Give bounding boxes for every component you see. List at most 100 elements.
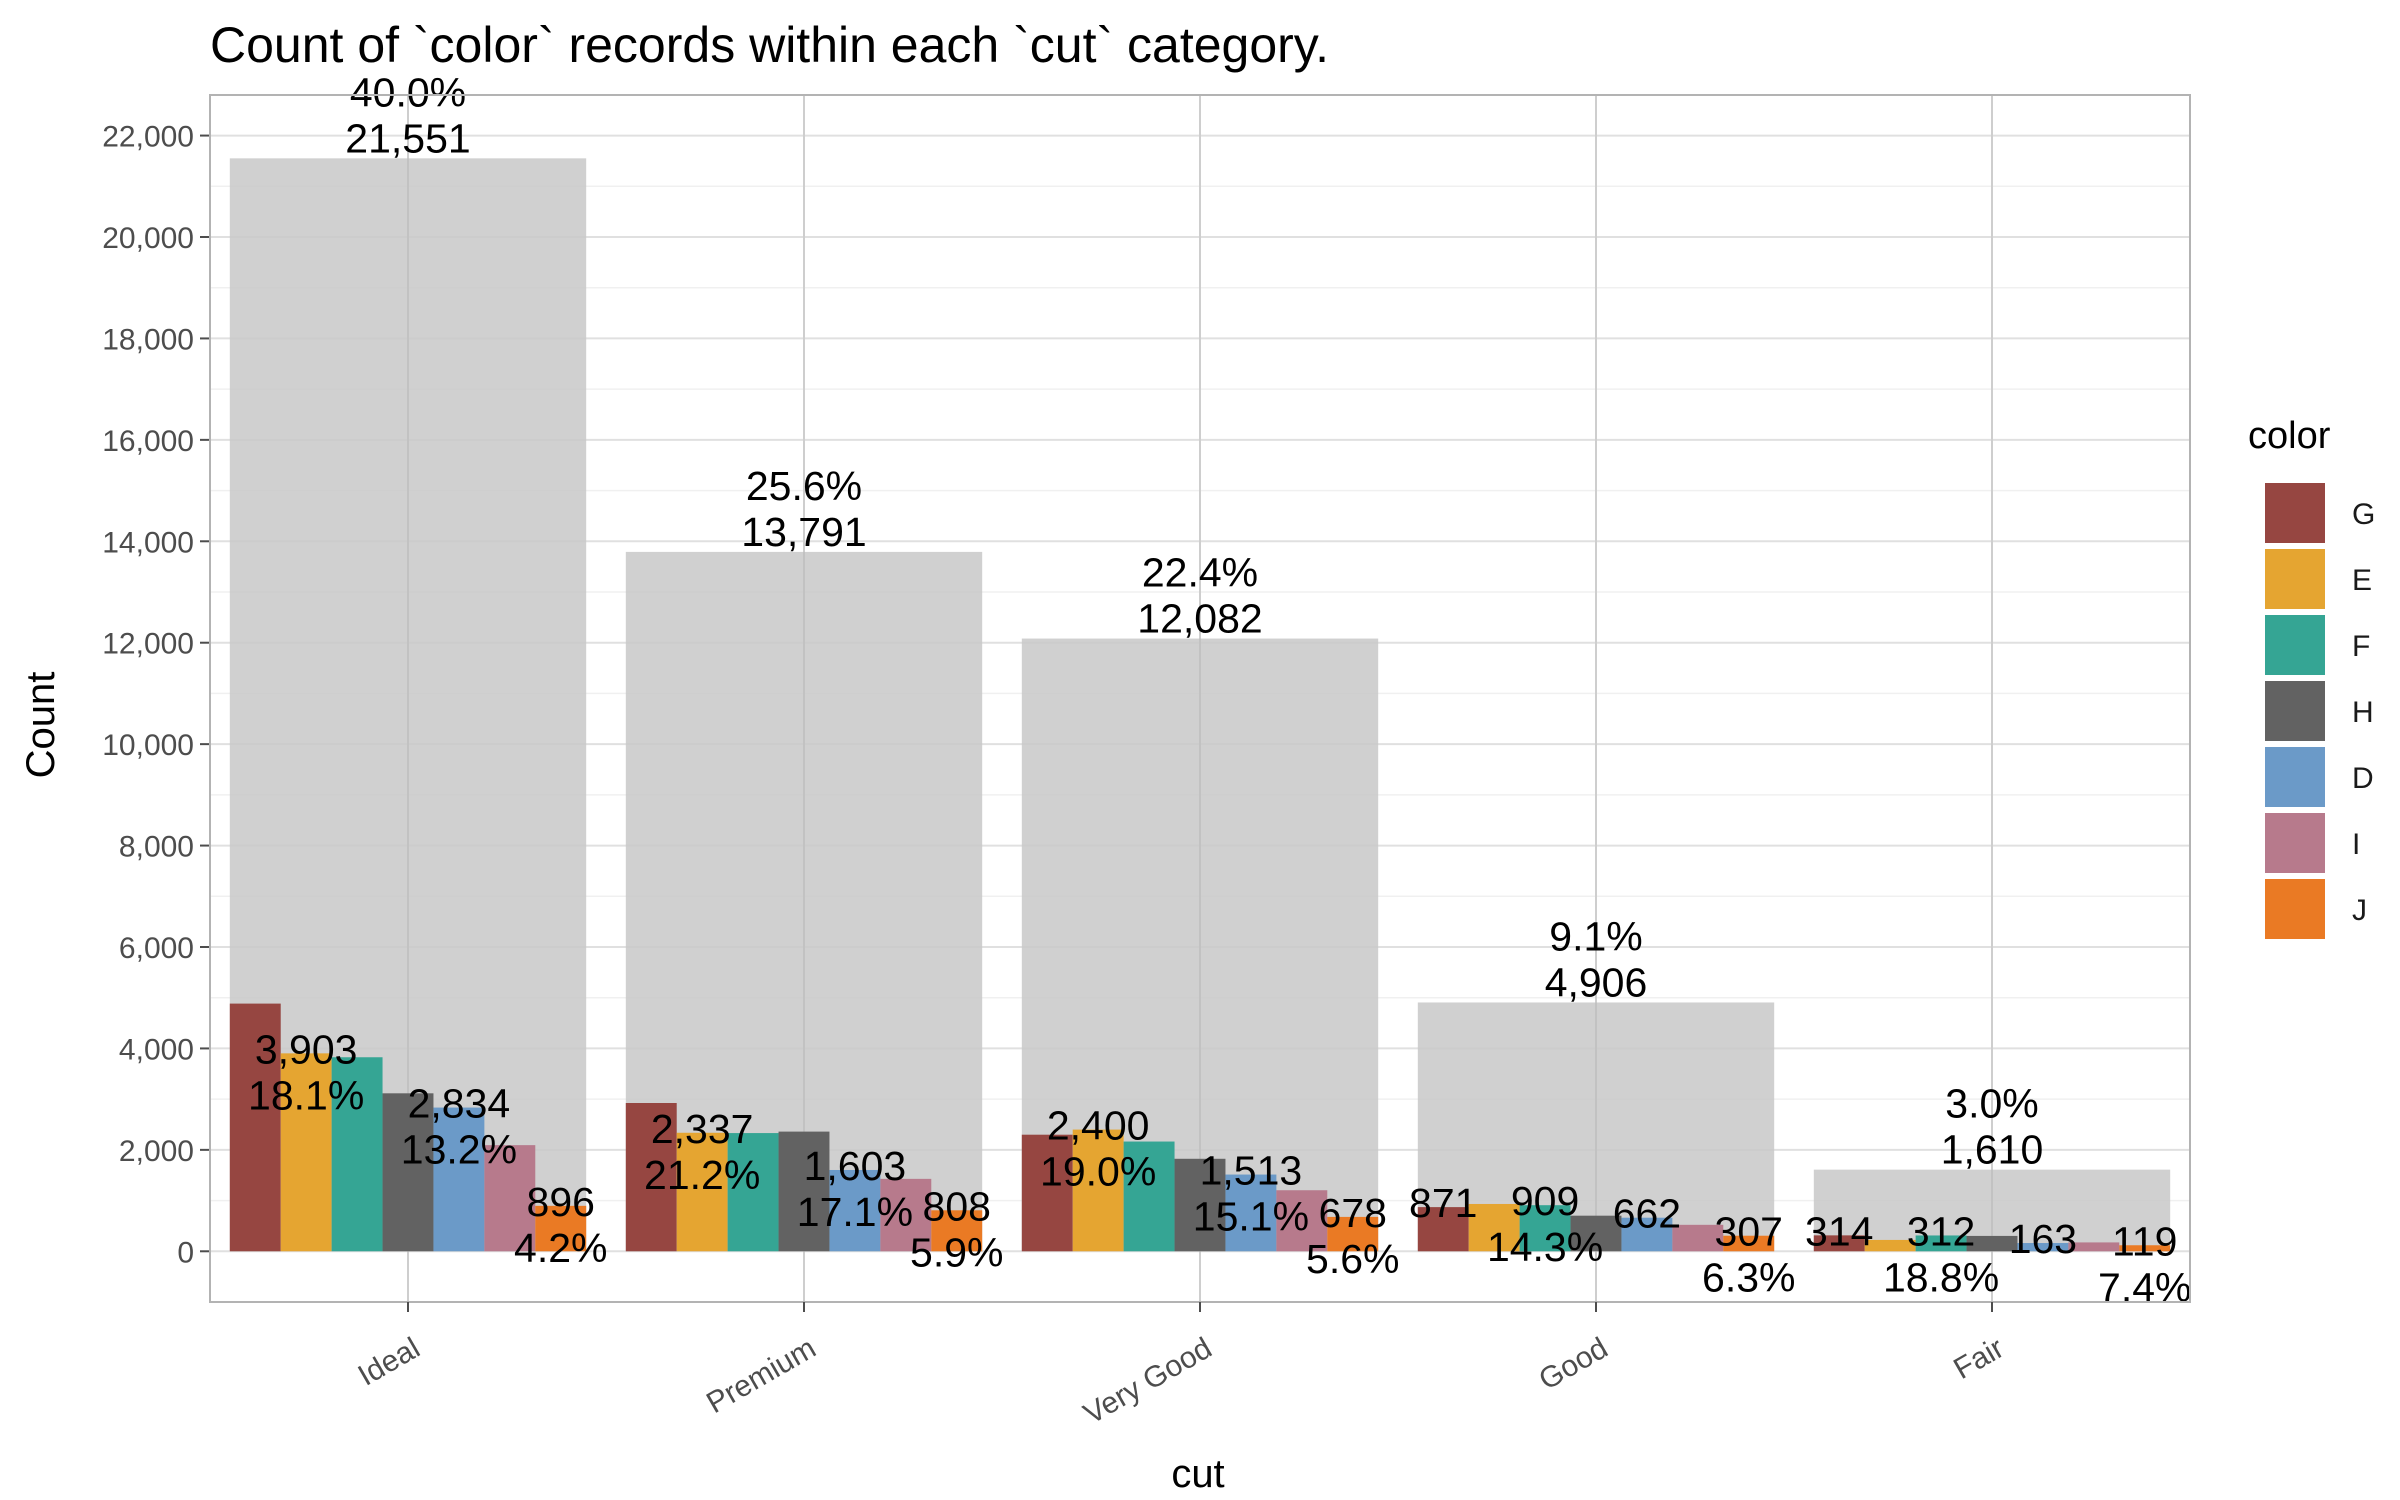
bar-H [1570, 1215, 1622, 1252]
count-label: 909 [1511, 1178, 1579, 1224]
count-label: 119 [2112, 1218, 2177, 1264]
count-label: 3,903 [255, 1026, 358, 1072]
count-label: 307 [1715, 1209, 1783, 1255]
y-tick-label: 14,000 [102, 526, 194, 559]
percent-label: 13.2% [401, 1127, 517, 1173]
bar-E [1468, 1203, 1520, 1252]
percent-label: 7.4% [2098, 1264, 2191, 1310]
x-tick-label: Ideal [353, 1331, 426, 1392]
count-label: 1,603 [804, 1143, 907, 1189]
percent-label: 18.8% [1883, 1254, 1999, 1300]
bar-I [1672, 1224, 1724, 1252]
bar-I [1276, 1190, 1328, 1252]
bar-F [1915, 1235, 1967, 1252]
total-count-label: 12,082 [1137, 596, 1262, 642]
percent-label: 15.1% [1193, 1194, 1309, 1240]
y-tick-label: 16,000 [102, 425, 194, 458]
bar-F [1519, 1205, 1571, 1252]
x-tick-label: Good [1533, 1331, 1613, 1396]
percent-label: 17.1% [797, 1189, 913, 1235]
percent-label: 5.6% [1306, 1236, 1399, 1282]
bar-G [625, 1102, 677, 1252]
percent-label: 14.3% [1487, 1224, 1603, 1270]
y-tick-label: 2,000 [119, 1135, 194, 1168]
count-label: 312 [1907, 1208, 1975, 1254]
total-percent-label: 9.1% [1549, 913, 1642, 959]
count-label: 314 [1805, 1208, 1873, 1254]
legend-label-E: E [2352, 564, 2372, 597]
legend-label-F: F [2352, 630, 2370, 663]
count-label: 1,513 [1200, 1148, 1303, 1194]
y-tick-label: 20,000 [102, 222, 194, 255]
total-percent-label: 22.4% [1142, 550, 1258, 596]
chart-title: Count of `color` records within each `cu… [210, 17, 1329, 73]
bar-E [1864, 1239, 1916, 1252]
bar-F [1123, 1141, 1175, 1252]
bar-D [1621, 1217, 1673, 1252]
total-count-label: 21,551 [345, 115, 470, 161]
count-label: 896 [527, 1179, 595, 1225]
bar-H [382, 1093, 434, 1252]
total-count-label: 13,791 [741, 509, 866, 555]
x-tick-label: Premium [701, 1331, 821, 1420]
percent-label: 21.2% [644, 1152, 760, 1198]
bar-F [727, 1133, 779, 1252]
legend-swatch-H [2265, 681, 2325, 741]
x-tick-label: Very Good [1078, 1331, 1217, 1430]
bar-G [1813, 1235, 1865, 1252]
total-percent-label: 3.0% [1945, 1081, 2038, 1127]
count-label: 808 [923, 1183, 991, 1229]
legend-swatch-I [2265, 813, 2325, 873]
x-axis-title: cut [1171, 1452, 1224, 1496]
legend-label-D: D [2352, 762, 2374, 795]
count-label: 163 [2009, 1216, 2077, 1262]
total-count-label: 4,906 [1545, 959, 1648, 1005]
bar-H [1966, 1235, 2018, 1252]
y-tick-label: 22,000 [102, 121, 194, 154]
bar-H [778, 1131, 830, 1252]
bar-G [1021, 1134, 1073, 1252]
bar-I [484, 1145, 536, 1252]
y-tick-label: 8,000 [119, 831, 194, 864]
y-tick-label: 18,000 [102, 323, 194, 356]
legend-swatch-F [2265, 615, 2325, 675]
bar-I [880, 1178, 932, 1252]
count-label: 662 [1613, 1191, 1681, 1237]
bar-D [829, 1169, 881, 1252]
count-label: 2,400 [1047, 1103, 1150, 1149]
percent-label: 5.9% [910, 1229, 1003, 1275]
legend-swatch-G [2265, 483, 2325, 543]
y-tick-label: 10,000 [102, 729, 194, 762]
bar-D [1225, 1174, 1277, 1252]
percent-label: 4.2% [514, 1225, 607, 1271]
bar-E [280, 1053, 332, 1252]
bar-G [229, 1003, 281, 1252]
total-percent-label: 40.0% [350, 69, 466, 115]
bar-E [1072, 1129, 1124, 1252]
legend-swatch-J [2265, 879, 2325, 939]
y-tick-label: 12,000 [102, 628, 194, 661]
x-tick-label: Fair [1948, 1331, 2009, 1385]
count-label: 2,834 [408, 1081, 511, 1127]
percent-label: 6.3% [1702, 1255, 1795, 1301]
bar-E [676, 1132, 728, 1252]
legend-title: color [2248, 415, 2331, 457]
bar-J [2119, 1245, 2171, 1252]
bar-J [1327, 1216, 1379, 1252]
legend-swatch-D [2265, 747, 2325, 807]
legend-label-H: H [2352, 696, 2374, 729]
bar-I [2068, 1242, 2120, 1252]
y-tick-label: 6,000 [119, 932, 194, 965]
bar-H [1174, 1158, 1226, 1252]
count-label: 2,337 [651, 1106, 754, 1152]
legend-label-I: I [2352, 828, 2360, 861]
total-count-label: 1,610 [1941, 1127, 2044, 1173]
bar-J [535, 1205, 587, 1252]
legend-label-G: G [2352, 498, 2375, 531]
bar-F [331, 1057, 383, 1252]
bar-J [1723, 1235, 1775, 1252]
percent-label: 19.0% [1040, 1149, 1156, 1195]
bar-D [2017, 1243, 2069, 1252]
